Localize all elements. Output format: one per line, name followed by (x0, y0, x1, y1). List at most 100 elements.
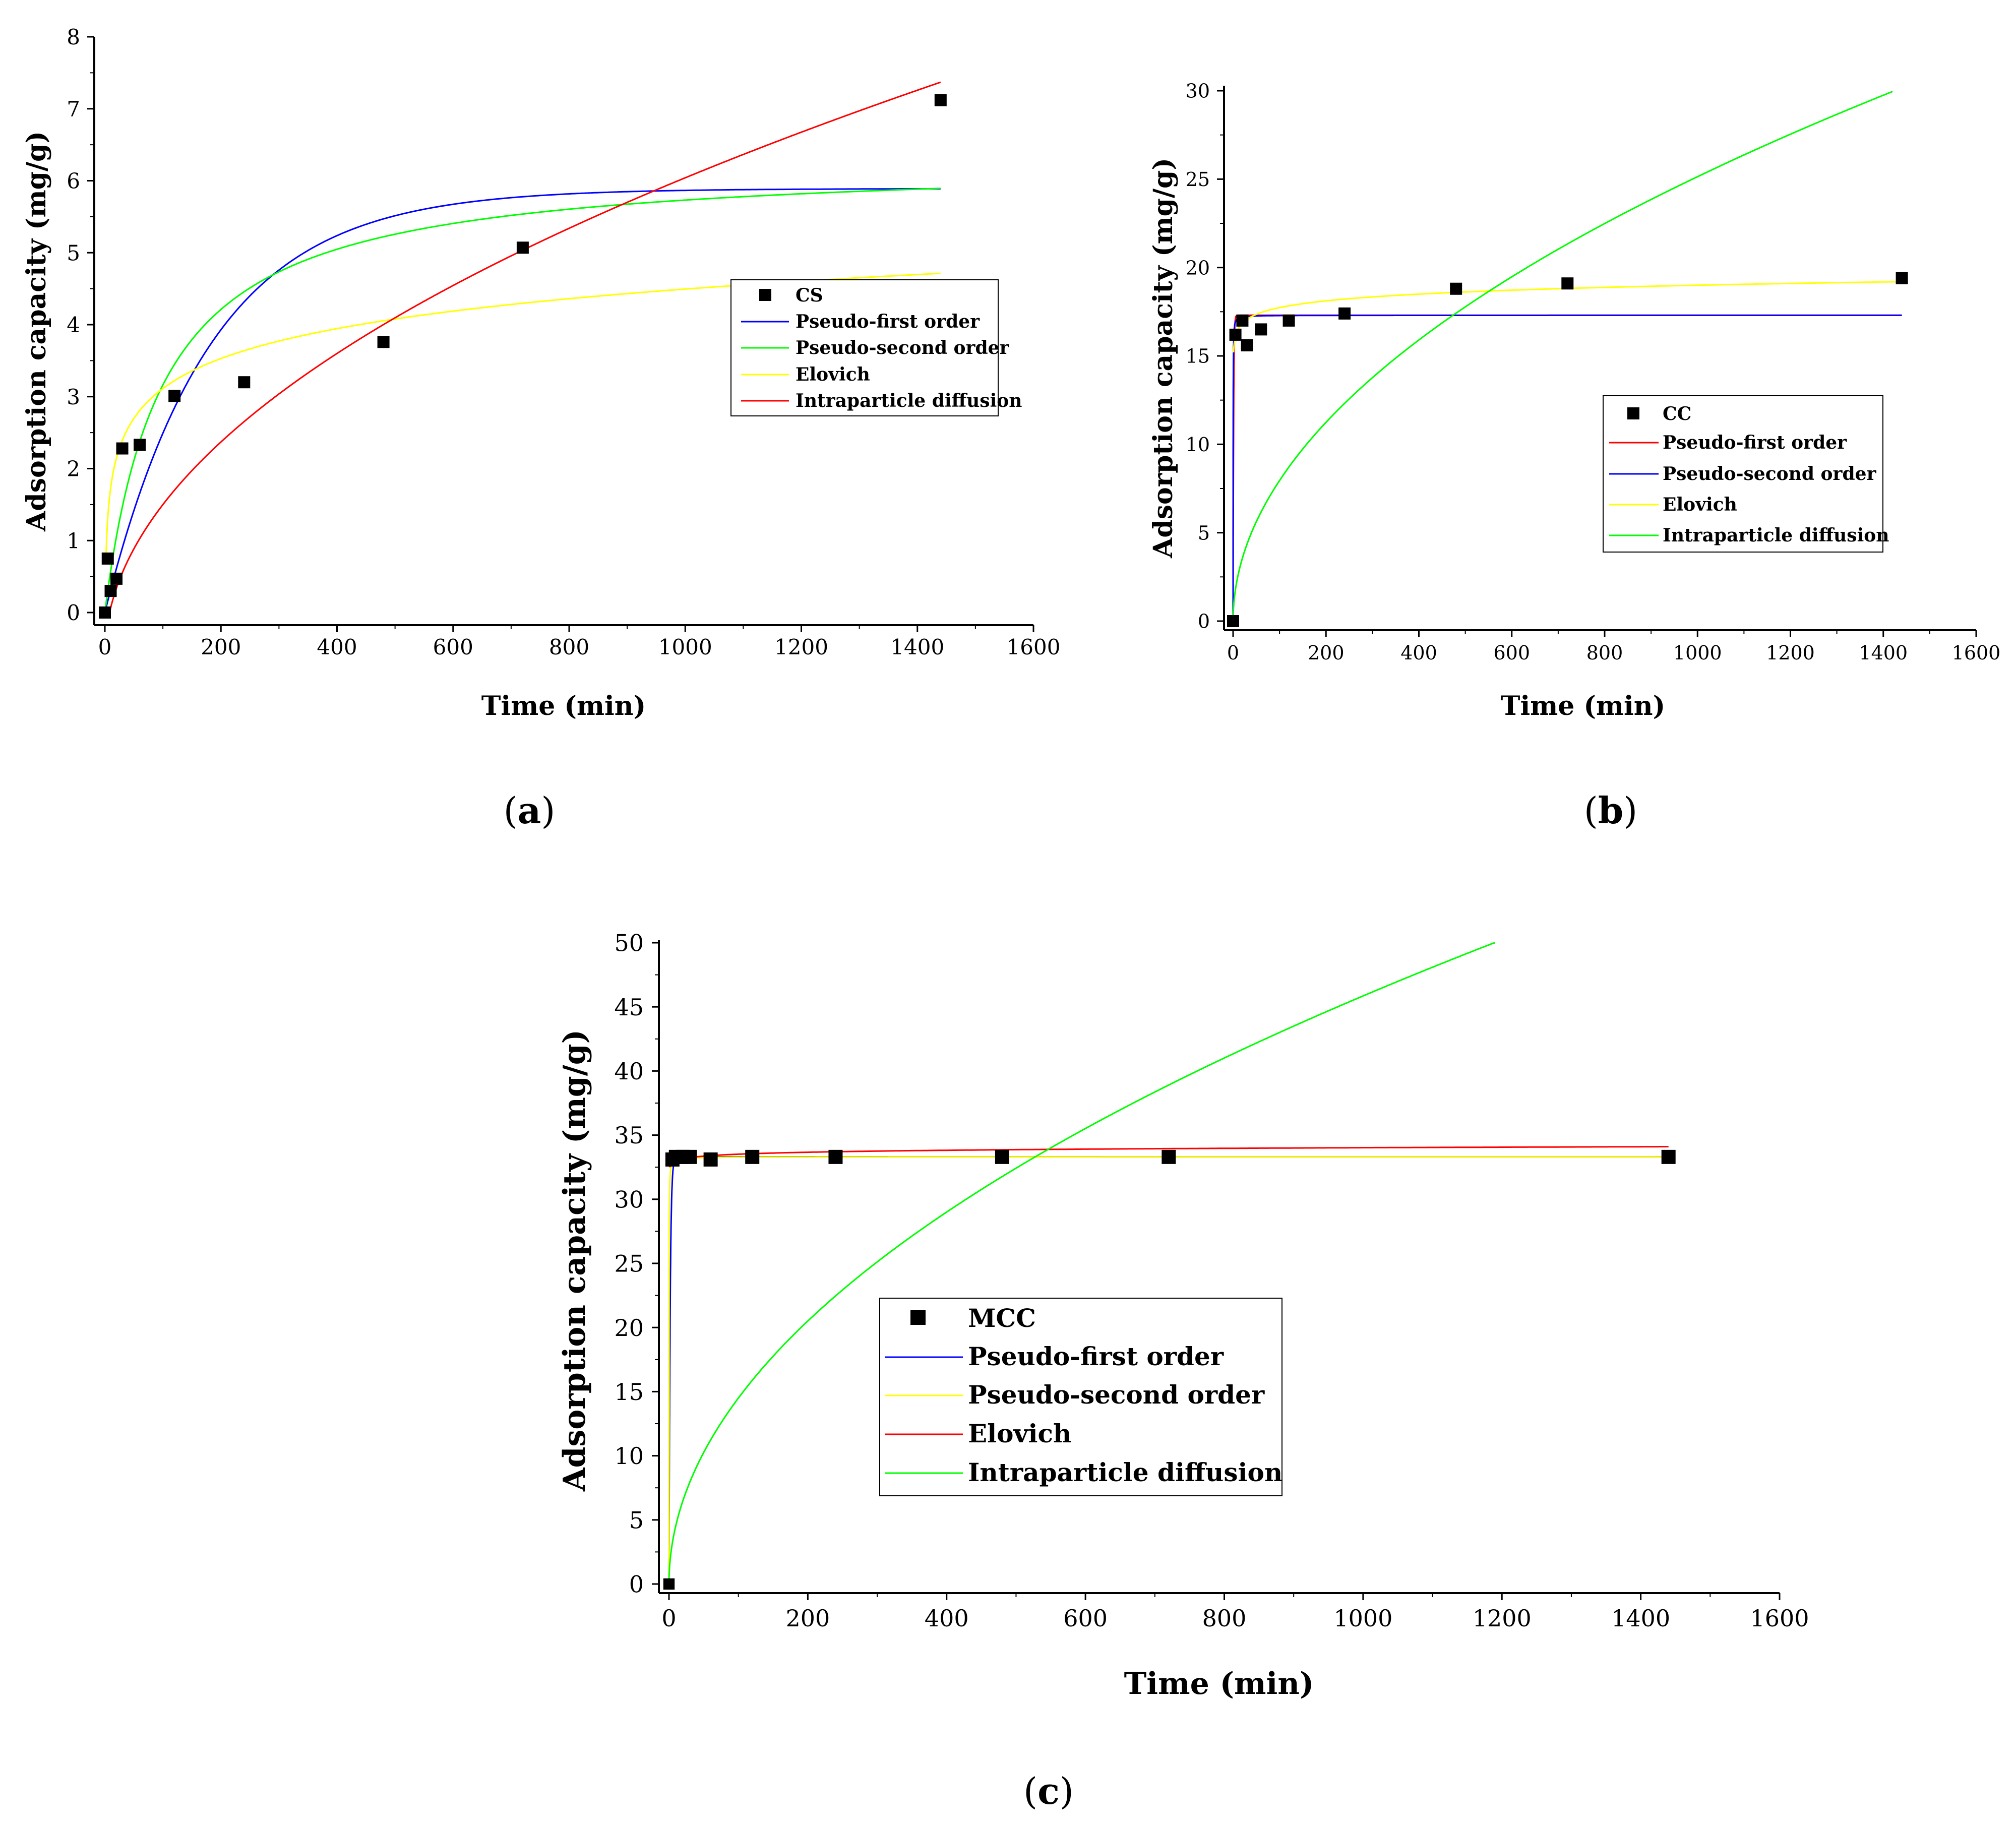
legend-label-1-c: Pseudo-second order (968, 1380, 1265, 1410)
y-tick-label-c-6: 30 (614, 1186, 644, 1213)
data-point-a-6 (168, 390, 181, 402)
y-axis-title-a: Adsorption capacity (mg/g) (21, 131, 52, 532)
legend-label-2-b: Elovich (1663, 494, 1737, 515)
data-point-b-5 (1282, 314, 1295, 327)
x-tick-label-c-0: 0 (661, 1605, 676, 1632)
legend-marker-points-b (1627, 407, 1639, 419)
data-point-b-3 (1241, 339, 1253, 351)
y-tick-label-a-7: 7 (67, 97, 80, 121)
data-point-a-9 (516, 241, 529, 254)
legend-b: CC Pseudo-first order Pseudo-second orde… (1603, 395, 1889, 553)
data-point-a-3 (110, 572, 123, 585)
data-points-c (663, 1149, 1676, 1590)
panel-label-b: (b) (1584, 789, 1638, 832)
x-tick-label-c-8: 1600 (1750, 1605, 1809, 1632)
y-tick-label-b-0: 0 (1198, 611, 1210, 633)
y-tick-label-a-4: 4 (67, 313, 80, 337)
fit-line-a-1 (104, 188, 941, 613)
data-point-a-0 (99, 606, 111, 619)
data-point-c-7 (828, 1149, 843, 1164)
x-tick-label-a-2: 400 (317, 635, 357, 659)
data-point-a-1 (101, 552, 114, 565)
legend-label-3-b: Intraparticle diffusion (1663, 525, 1889, 546)
y-tick-label-b-1: 5 (1198, 522, 1210, 544)
x-tick-label-a-4: 800 (549, 635, 589, 659)
legend-marker-points-a (759, 289, 771, 301)
legend-a: CS Pseudo-first order Pseudo-second orde… (730, 279, 1022, 416)
ticks-c: 0 200 400 600 800 1000 1200 1400 1600 0 5 10 15 20 25 3… (614, 930, 1809, 1632)
data-point-a-10 (934, 94, 947, 106)
legend-label-2-c: Elovich (968, 1419, 1071, 1448)
data-point-a-8 (377, 336, 390, 348)
legend-label-1-a: Pseudo-second order (796, 337, 1010, 358)
x-tick-label-b-8: 1600 (1952, 642, 2001, 664)
y-tick-label-a-0: 0 (67, 600, 80, 625)
y-tick-label-b-3: 15 (1186, 345, 1210, 368)
data-point-b-4 (1255, 323, 1267, 336)
data-point-c-10 (1661, 1149, 1676, 1164)
x-tick-label-c-5: 1000 (1333, 1605, 1392, 1632)
data-point-c-4 (683, 1149, 697, 1164)
x-tick-label-c-6: 1200 (1473, 1605, 1532, 1632)
fit-line-b-2 (1233, 281, 1902, 352)
x-tick-label-a-0: 0 (98, 635, 112, 659)
data-point-c-8 (995, 1149, 1009, 1164)
data-points-b (1227, 272, 1908, 627)
data-point-b-6 (1338, 307, 1351, 320)
x-tick-label-b-5: 1000 (1673, 642, 1722, 664)
y-tick-label-c-4: 20 (614, 1314, 644, 1342)
legend-label-2-a: Elovich (796, 364, 870, 385)
data-point-b-7 (1450, 282, 1462, 295)
x-tick-label-a-1: 200 (201, 635, 241, 659)
chart-panel-c: 0 200 400 600 800 1000 1200 1400 1600 0 5 10 15 20 25 3… (557, 930, 1809, 1812)
legend-label-0-b: Pseudo-first order (1663, 432, 1847, 453)
y-tick-label-b-4: 20 (1186, 257, 1210, 279)
x-axis-title-b: Time (min) (1501, 691, 1665, 721)
panel-label-a: (a) (504, 789, 556, 832)
data-point-b-9 (1896, 272, 1908, 284)
fit-line-a-2 (105, 272, 941, 558)
x-tick-label-b-1: 200 (1308, 642, 1345, 664)
x-tick-label-b-3: 600 (1493, 642, 1530, 664)
x-tick-label-c-7: 1400 (1611, 1605, 1670, 1632)
y-tick-label-b-6: 30 (1186, 80, 1210, 102)
data-point-c-0 (663, 1578, 675, 1590)
data-point-a-4 (116, 442, 129, 455)
y-tick-label-a-5: 5 (67, 240, 80, 265)
y-tick-label-a-1: 1 (67, 528, 80, 553)
data-point-a-5 (134, 439, 146, 451)
y-tick-label-a-6: 6 (67, 169, 80, 194)
y-tick-label-c-8: 40 (614, 1058, 644, 1085)
x-tick-label-a-5: 1000 (658, 635, 712, 659)
fit-lines-a (104, 81, 941, 614)
x-tick-label-c-3: 600 (1063, 1605, 1108, 1632)
chart-panel-b: 0 200 400 600 800 1000 1200 1400 1600 0 5 10 15 20 25 3… (1148, 80, 2000, 832)
y-tick-label-c-7: 35 (614, 1122, 644, 1149)
x-tick-label-c-4: 800 (1202, 1605, 1247, 1632)
ticks-a: 0 200 400 600 800 1000 1200 1400 1600 0 1 2 3 4 5 6 7 8 (67, 25, 1060, 659)
y-axis-title-b: Adsorption capacity (mg/g) (1148, 158, 1179, 559)
data-point-c-9 (1162, 1149, 1176, 1164)
y-tick-label-c-2: 10 (614, 1442, 644, 1470)
y-tick-label-c-0: 0 (629, 1571, 644, 1598)
x-tick-label-c-2: 400 (925, 1605, 969, 1632)
data-point-c-5 (703, 1152, 718, 1167)
data-point-b-2 (1236, 314, 1249, 327)
y-tick-label-c-3: 15 (614, 1378, 644, 1406)
x-tick-label-b-4: 800 (1586, 642, 1623, 664)
data-point-b-8 (1561, 277, 1574, 290)
panel-label-c: (c) (1023, 1770, 1074, 1812)
legend-label-0-c: Pseudo-first order (968, 1342, 1224, 1371)
ticks-b: 0 200 400 600 800 1000 1200 1400 1600 0 5 10 15 20 25 3… (1186, 80, 2001, 664)
data-point-b-0 (1227, 615, 1239, 627)
data-point-a-2 (104, 585, 117, 597)
fit-line-b-3 (1232, 91, 1893, 621)
y-tick-label-a-2: 2 (67, 457, 80, 481)
x-tick-label-c-1: 200 (785, 1605, 830, 1632)
x-tick-label-a-3: 600 (433, 635, 473, 659)
chart-panel-a: 0 200 400 600 800 1000 1200 1400 1600 0 1 2 3 4 5 6 7 8 T… (21, 25, 1060, 832)
legend-label-1-b: Pseudo-second order (1663, 463, 1877, 484)
x-axis-title-a: Time (min) (481, 691, 646, 721)
x-axis-title-c: Time (min) (1124, 1666, 1314, 1701)
